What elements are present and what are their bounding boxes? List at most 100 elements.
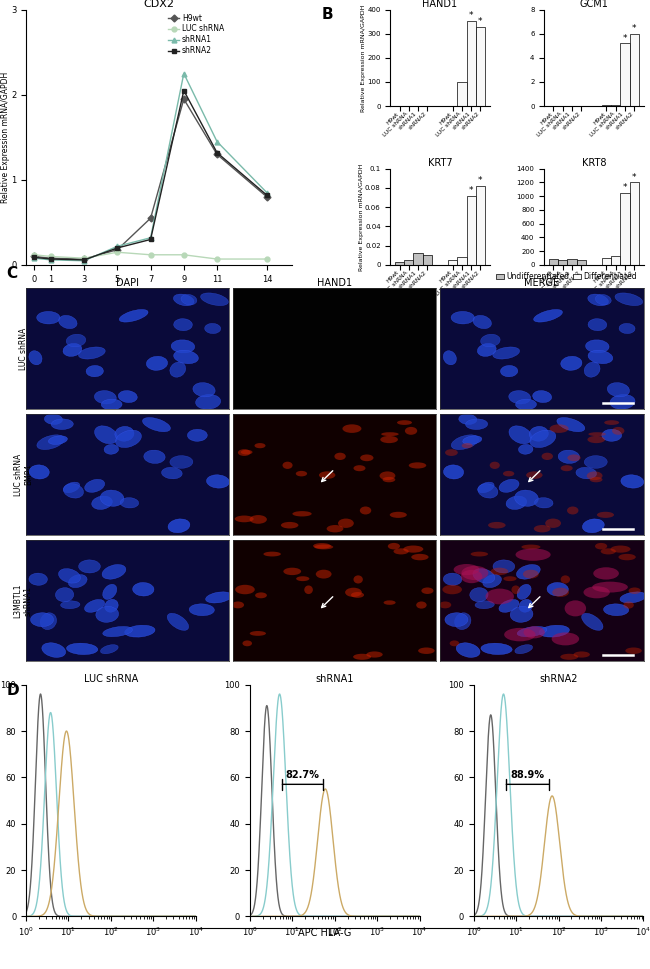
Ellipse shape	[133, 582, 154, 596]
Ellipse shape	[493, 560, 515, 573]
Ellipse shape	[304, 585, 313, 594]
Ellipse shape	[44, 414, 62, 424]
Ellipse shape	[610, 394, 635, 409]
Ellipse shape	[421, 587, 434, 594]
Ellipse shape	[94, 391, 116, 404]
Ellipse shape	[552, 633, 579, 645]
Ellipse shape	[263, 551, 281, 556]
Ellipse shape	[439, 602, 451, 609]
Ellipse shape	[105, 600, 118, 612]
Ellipse shape	[550, 424, 569, 433]
Ellipse shape	[604, 421, 619, 425]
Ellipse shape	[390, 512, 407, 517]
Ellipse shape	[584, 586, 610, 598]
Line: LUC shRNA: LUC shRNA	[32, 250, 269, 262]
Bar	[467, 196, 476, 265]
Bar	[395, 262, 404, 265]
Bar	[630, 34, 639, 106]
Ellipse shape	[451, 311, 474, 324]
Text: D: D	[6, 683, 19, 698]
Ellipse shape	[354, 465, 365, 471]
Ellipse shape	[120, 309, 148, 322]
Ellipse shape	[296, 471, 307, 477]
Ellipse shape	[450, 641, 459, 646]
Ellipse shape	[481, 643, 512, 654]
Ellipse shape	[461, 570, 482, 583]
Ellipse shape	[250, 516, 267, 524]
Ellipse shape	[367, 651, 383, 658]
Text: *: *	[478, 16, 483, 25]
Bar	[476, 26, 485, 106]
Ellipse shape	[529, 426, 549, 441]
Title: shRNA1: shRNA1	[315, 674, 354, 684]
Ellipse shape	[142, 418, 170, 431]
Ellipse shape	[100, 490, 124, 507]
Ellipse shape	[196, 394, 220, 409]
Ellipse shape	[115, 426, 134, 441]
Ellipse shape	[411, 554, 428, 560]
Ellipse shape	[584, 455, 607, 468]
Bar	[457, 82, 467, 106]
Ellipse shape	[120, 498, 138, 508]
Ellipse shape	[79, 560, 100, 573]
Ellipse shape	[621, 475, 644, 488]
H9wt	[180, 93, 188, 105]
Ellipse shape	[170, 362, 186, 377]
Ellipse shape	[620, 592, 646, 603]
Title: shRNA2: shRNA2	[540, 674, 578, 684]
Ellipse shape	[207, 475, 229, 488]
Ellipse shape	[483, 575, 501, 587]
shRNA1	[263, 187, 271, 199]
Ellipse shape	[515, 644, 532, 654]
shRNA1	[31, 252, 38, 264]
Ellipse shape	[181, 295, 197, 305]
Ellipse shape	[607, 383, 629, 397]
Ellipse shape	[610, 546, 630, 552]
Bar	[630, 182, 639, 265]
shRNA1	[47, 254, 55, 266]
Text: *: *	[632, 172, 636, 181]
Ellipse shape	[125, 625, 155, 637]
Ellipse shape	[587, 471, 603, 480]
Text: *: *	[623, 183, 627, 192]
LUC shRNA	[31, 249, 38, 261]
H9wt	[213, 148, 221, 160]
Ellipse shape	[66, 643, 98, 654]
Ellipse shape	[515, 548, 551, 561]
Ellipse shape	[118, 391, 137, 402]
Ellipse shape	[565, 601, 586, 616]
Ellipse shape	[576, 467, 597, 479]
Ellipse shape	[593, 567, 619, 579]
Ellipse shape	[470, 587, 488, 602]
Text: C: C	[6, 266, 18, 280]
Ellipse shape	[102, 565, 126, 579]
Title: MERGE: MERGE	[525, 277, 560, 288]
Ellipse shape	[443, 584, 462, 594]
Ellipse shape	[103, 627, 133, 637]
Ellipse shape	[174, 319, 192, 330]
Ellipse shape	[465, 419, 488, 429]
Bar	[602, 258, 611, 265]
Ellipse shape	[281, 522, 298, 528]
Ellipse shape	[618, 554, 636, 560]
shRNA1	[213, 136, 221, 147]
Bar	[577, 260, 586, 265]
Ellipse shape	[454, 564, 480, 576]
Text: 88.9%: 88.9%	[511, 769, 545, 780]
Ellipse shape	[601, 548, 616, 554]
Line: shRNA1: shRNA1	[32, 71, 269, 264]
Ellipse shape	[58, 315, 77, 328]
H9wt	[263, 191, 271, 203]
Ellipse shape	[416, 602, 426, 609]
H9wt	[114, 244, 122, 256]
Ellipse shape	[174, 350, 198, 363]
Ellipse shape	[534, 525, 551, 532]
Ellipse shape	[582, 613, 603, 631]
Ellipse shape	[64, 484, 83, 498]
Ellipse shape	[499, 600, 519, 612]
Bar	[476, 186, 485, 265]
Ellipse shape	[558, 450, 580, 463]
Ellipse shape	[489, 461, 500, 469]
Ellipse shape	[561, 465, 573, 471]
Ellipse shape	[168, 519, 190, 533]
